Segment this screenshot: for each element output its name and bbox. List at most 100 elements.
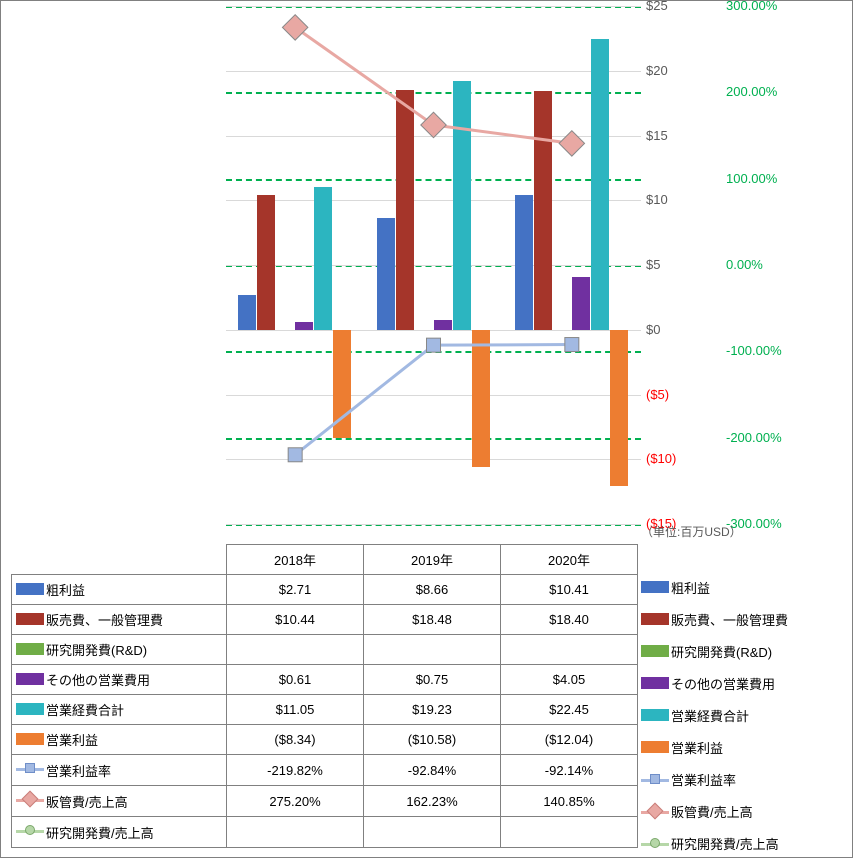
swatch-icon xyxy=(16,733,44,745)
legend-item: 営業利益率 xyxy=(641,763,788,795)
table-cell: 162.23% xyxy=(364,786,501,817)
swatch-icon xyxy=(641,741,669,753)
gridline-minor xyxy=(226,6,641,7)
y1-tick-label: $10 xyxy=(646,192,668,207)
table-cell: $0.75 xyxy=(364,665,501,695)
legend-item: 研究開発費(R&D) xyxy=(641,635,788,667)
legend-label: 営業利益率 xyxy=(671,770,736,789)
table-cell: $2.71 xyxy=(227,575,364,605)
table-cell: $18.48 xyxy=(364,605,501,635)
table-row: その他の営業費用$0.61$0.75$4.05 xyxy=(12,665,638,695)
gridline-minor xyxy=(226,136,641,137)
legend-label: 営業利益 xyxy=(671,738,723,757)
table-cell: ($10.58) xyxy=(364,725,501,755)
unit-label: （単位:百万USD） xyxy=(641,523,742,540)
bar xyxy=(453,81,471,330)
y1-tick-label: $0 xyxy=(646,322,660,337)
bar xyxy=(591,39,609,330)
gridline-minor xyxy=(226,395,641,396)
y1-tick-label: ($5) xyxy=(646,387,669,402)
y1-tick-label: $25 xyxy=(646,0,668,13)
table-row-label: その他の営業費用 xyxy=(12,665,227,695)
y1-tick-label: $15 xyxy=(646,128,668,143)
legend-item: 営業経費合計 xyxy=(641,699,788,731)
line-marker-icon xyxy=(641,771,669,787)
table-row: 営業利益($8.34)($10.58)($12.04) xyxy=(12,725,638,755)
swatch-icon xyxy=(16,643,44,655)
chart-area: $25$20$15$10$5$0($5)($10)($15) 300.00%20… xyxy=(11,6,841,524)
table-row-label: 販管費/売上高 xyxy=(12,786,227,817)
legend-label: 販管費/売上高 xyxy=(671,802,753,821)
y2-axis: 300.00%200.00%100.00%0.00%-100.00%-200.0… xyxy=(726,6,826,524)
y1-axis: $25$20$15$10$5$0($5)($10)($15) xyxy=(646,6,706,524)
y2-tick-label: 100.00% xyxy=(726,171,777,186)
gridline-minor xyxy=(226,524,641,525)
y2-tick-label: 200.00% xyxy=(726,84,777,99)
table-cell xyxy=(227,817,364,848)
line-marker-icon xyxy=(16,760,44,776)
swatch-icon xyxy=(16,703,44,715)
table-cell: -92.84% xyxy=(364,755,501,786)
table-row-label: 販売費、一般管理費 xyxy=(12,605,227,635)
swatch-icon xyxy=(16,613,44,625)
table-row-label: 営業利益率 xyxy=(12,755,227,786)
swatch-icon xyxy=(641,645,669,657)
gridline-minor xyxy=(226,330,641,331)
legend-label: 研究開発費/売上高 xyxy=(671,834,779,853)
legend-label: 営業経費合計 xyxy=(671,706,749,725)
gridline-major xyxy=(226,179,641,181)
swatch-icon xyxy=(641,581,669,593)
bar xyxy=(333,330,351,438)
table-cell: ($8.34) xyxy=(227,725,364,755)
y1-tick-label: $5 xyxy=(646,257,660,272)
table-row-label: 営業利益 xyxy=(12,725,227,755)
table-cell xyxy=(364,635,501,665)
table-row-label: 研究開発費/売上高 xyxy=(12,817,227,848)
legend-item: 販売費、一般管理費 xyxy=(641,603,788,635)
table-row-label: 研究開発費(R&D) xyxy=(12,635,227,665)
y2-tick-label: 0.00% xyxy=(726,257,763,272)
table-cell: -92.14% xyxy=(501,755,638,786)
table-row: 販売費、一般管理費$10.44$18.48$18.40 xyxy=(12,605,638,635)
legend-item: 粗利益 xyxy=(641,571,788,603)
plot-region xyxy=(226,6,641,524)
y2-tick-label: -100.00% xyxy=(726,343,782,358)
bar xyxy=(534,91,552,329)
table-cell: $18.40 xyxy=(501,605,638,635)
swatch-icon xyxy=(641,613,669,625)
y2-tick-label: 300.00% xyxy=(726,0,777,13)
gridline-major xyxy=(226,438,641,440)
gridline-minor xyxy=(226,71,641,72)
data-table: 2018年2019年2020年粗利益$2.71$8.66$10.41販売費、一般… xyxy=(11,544,638,848)
swatch-icon xyxy=(641,709,669,721)
legend-label: 販売費、一般管理費 xyxy=(671,610,788,629)
gridline-minor xyxy=(226,265,641,266)
legend: 粗利益販売費、一般管理費研究開発費(R&D)その他の営業費用営業経費合計営業利益… xyxy=(641,571,788,859)
table-cell xyxy=(501,817,638,848)
y2-tick-label: -200.00% xyxy=(726,430,782,445)
y1-tick-label: ($10) xyxy=(646,451,676,466)
swatch-icon xyxy=(641,677,669,689)
line-marker-icon xyxy=(16,822,44,838)
bar xyxy=(610,330,628,486)
table-cell: $10.41 xyxy=(501,575,638,605)
bar xyxy=(396,90,414,329)
table-cell xyxy=(364,817,501,848)
table-row: 研究開発費(R&D) xyxy=(12,635,638,665)
bar xyxy=(257,195,275,330)
legend-item: 営業利益 xyxy=(641,731,788,763)
table-row-label: 営業経費合計 xyxy=(12,695,227,725)
table-row-label: 粗利益 xyxy=(12,575,227,605)
table-cell: $22.45 xyxy=(501,695,638,725)
table-cell: $19.23 xyxy=(364,695,501,725)
gridline-major xyxy=(226,351,641,353)
gridline-minor xyxy=(226,459,641,460)
table-cell: $4.05 xyxy=(501,665,638,695)
bar xyxy=(238,295,256,330)
bar xyxy=(314,187,332,330)
table-row: 営業利益率-219.82%-92.84%-92.14% xyxy=(12,755,638,786)
table-row: 販管費/売上高275.20%162.23%140.85% xyxy=(12,786,638,817)
table-cell: $0.61 xyxy=(227,665,364,695)
legend-label: 粗利益 xyxy=(671,578,710,597)
line-marker-icon xyxy=(641,835,669,851)
